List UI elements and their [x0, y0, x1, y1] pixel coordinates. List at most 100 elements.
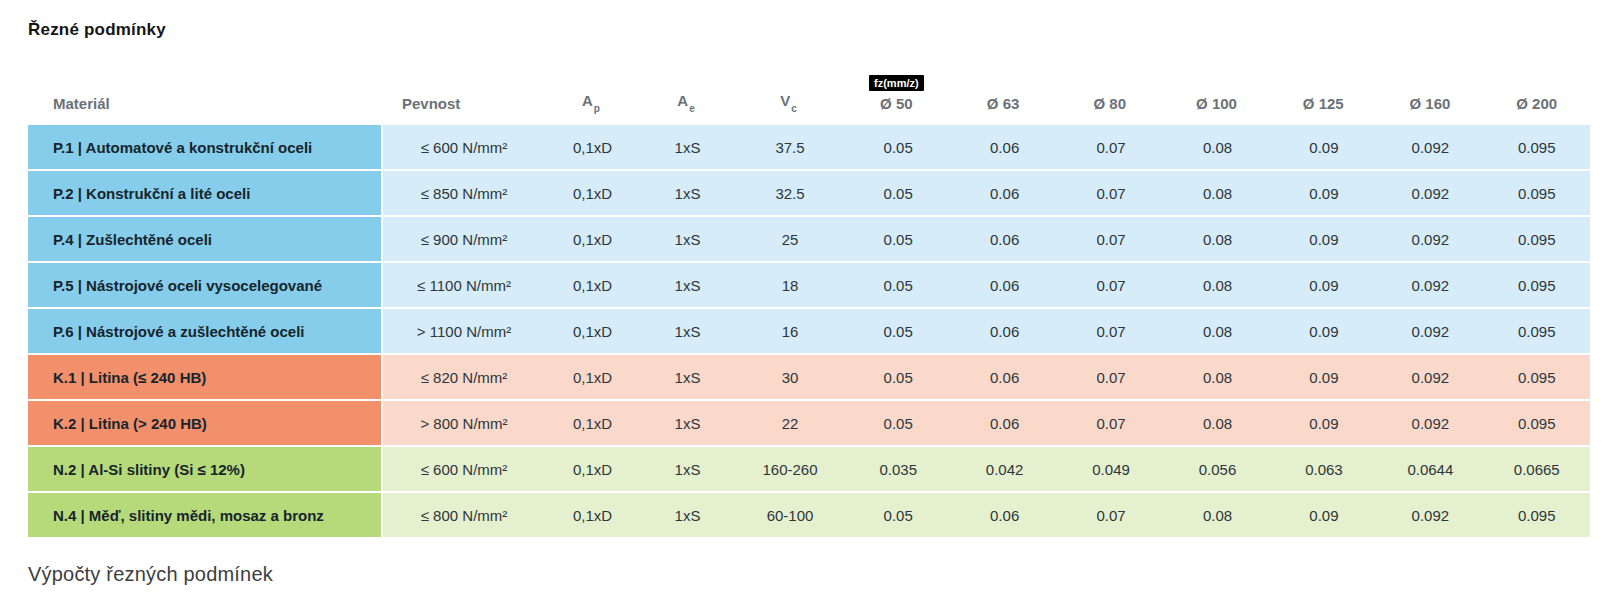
ap-cell: 0,1xD: [545, 125, 640, 169]
ae-cell: 1xS: [640, 401, 735, 445]
fz-cell: 0.095: [1484, 171, 1590, 215]
fz-cell: 0.07: [1058, 355, 1164, 399]
fz-cell: 0.09: [1271, 263, 1377, 307]
fz-cell: 0.09: [1271, 125, 1377, 169]
fz-cell: 0.0644: [1377, 447, 1483, 491]
ap-label: Ap: [582, 92, 599, 112]
fz-cell: 0.05: [845, 355, 951, 399]
vc-cell: 22: [735, 401, 845, 445]
ae-cell: 1xS: [640, 493, 735, 537]
ap-cell: 0,1xD: [545, 263, 640, 307]
fz-cell: 0.0665: [1484, 447, 1590, 491]
fz-cell: 0.092: [1377, 263, 1483, 307]
vc-cell: 32.5: [735, 171, 845, 215]
ae-cell: 1xS: [640, 171, 735, 215]
fz-cell: 0.08: [1164, 493, 1270, 537]
fz-cell: 0.06: [951, 263, 1057, 307]
pevnost-cell: > 1100 N/mm²: [383, 309, 545, 353]
column-header-diameter-6: Ø 200: [1483, 75, 1590, 112]
vc-cell: 160-260: [735, 447, 845, 491]
fz-cell: 0.07: [1058, 401, 1164, 445]
row-values: ≤ 900 N/mm² 0,1xD 1xS 25 0.05 0.06 0.07 …: [383, 217, 1590, 261]
fz-cell: 0.06: [951, 355, 1057, 399]
material-cell: K.2 | Litina (> 240 HB): [28, 401, 381, 445]
ap-cell: 0,1xD: [545, 493, 640, 537]
ae-cell: 1xS: [640, 355, 735, 399]
column-header-pevnost: Pevnost: [381, 95, 543, 112]
ap-cell: 0,1xD: [545, 447, 640, 491]
ae-cell: 1xS: [640, 217, 735, 261]
page-title: Řezné podmínky: [28, 20, 1615, 40]
ap-cell: 0,1xD: [545, 171, 640, 215]
row-values: ≤ 600 N/mm² 0,1xD 1xS 160-260 0.035 0.04…: [383, 447, 1590, 491]
table-row: P.4 | Zušlechtěné oceli ≤ 900 N/mm² 0,1x…: [28, 217, 1590, 261]
fz-cell: 0.09: [1271, 401, 1377, 445]
fz-cell: 0.092: [1377, 493, 1483, 537]
material-cell: P.2 | Konstrukční a lité oceli: [28, 171, 381, 215]
vc-cell: 25: [735, 217, 845, 261]
fz-cell: 0.06: [951, 171, 1057, 215]
ap-cell: 0,1xD: [545, 355, 640, 399]
row-values: ≤ 820 N/mm² 0,1xD 1xS 30 0.05 0.06 0.07 …: [383, 355, 1590, 399]
vc-cell: 60-100: [735, 493, 845, 537]
fz-cell: 0.07: [1058, 309, 1164, 353]
fz-cell: 0.06: [951, 401, 1057, 445]
table-row: P.5 | Nástrojové oceli vysocelegované ≤ …: [28, 263, 1590, 307]
fz-cell: 0.08: [1164, 125, 1270, 169]
fz-cell: 0.06: [951, 217, 1057, 261]
column-header-diameter-2: Ø 80: [1056, 75, 1163, 112]
ap-cell: 0,1xD: [545, 217, 640, 261]
diameter-header-label: Ø 125: [1303, 95, 1344, 112]
fz-cell: 0.042: [951, 447, 1057, 491]
table-row: P.1 | Automatové a konstrukční oceli ≤ 6…: [28, 125, 1590, 169]
column-header-diameter-5: Ø 160: [1377, 75, 1484, 112]
pevnost-cell: ≤ 820 N/mm²: [383, 355, 545, 399]
vc-cell: 16: [735, 309, 845, 353]
fz-cell: 0.092: [1377, 401, 1483, 445]
table-row: N.4 | Měď, slitiny mědi, mosaz a bronz ≤…: [28, 493, 1590, 537]
fz-cell: 0.08: [1164, 309, 1270, 353]
fz-cell: 0.07: [1058, 263, 1164, 307]
material-cell: N.4 | Měď, slitiny mědi, mosaz a bronz: [28, 493, 381, 537]
fz-cell: 0.05: [845, 493, 951, 537]
material-cell: P.4 | Zušlechtěné oceli: [28, 217, 381, 261]
fz-unit-badge: fz(mm/z): [869, 75, 924, 91]
table-header-row: Materiál Pevnost Ap Ae Vc fz(mm/z)Ø 50Ø …: [28, 60, 1590, 112]
fz-cell: 0.095: [1484, 309, 1590, 353]
fz-cell: 0.05: [845, 401, 951, 445]
column-header-vc: Vc: [733, 92, 843, 112]
pevnost-cell: ≤ 800 N/mm²: [383, 493, 545, 537]
cutting-conditions-table: Materiál Pevnost Ap Ae Vc fz(mm/z)Ø 50Ø …: [28, 60, 1590, 537]
fz-cell: 0.095: [1484, 401, 1590, 445]
vc-cell: 37.5: [735, 125, 845, 169]
fz-cell: 0.08: [1164, 171, 1270, 215]
ap-cell: 0,1xD: [545, 309, 640, 353]
fz-cell: 0.05: [845, 171, 951, 215]
page: Řezné podmínky Materiál Pevnost Ap Ae Vc…: [0, 0, 1615, 586]
fz-cell: 0.05: [845, 263, 951, 307]
table-row: P.2 | Konstrukční a lité oceli ≤ 850 N/m…: [28, 171, 1590, 215]
fz-cell: 0.056: [1164, 447, 1270, 491]
fz-cell: 0.08: [1164, 355, 1270, 399]
ae-cell: 1xS: [640, 447, 735, 491]
vc-cell: 18: [735, 263, 845, 307]
fz-cell: 0.07: [1058, 171, 1164, 215]
ap-cell: 0,1xD: [545, 401, 640, 445]
diameter-header-label: Ø 200: [1516, 95, 1557, 112]
pevnost-cell: ≤ 600 N/mm²: [383, 125, 545, 169]
material-cell: K.1 | Litina (≤ 240 HB): [28, 355, 381, 399]
material-cell: P.6 | Nástrojové a zušlechtěné oceli: [28, 309, 381, 353]
column-header-diameter-4: Ø 125: [1270, 75, 1377, 112]
ae-label: Ae: [677, 92, 693, 112]
row-values: ≤ 1100 N/mm² 0,1xD 1xS 18 0.05 0.06 0.07…: [383, 263, 1590, 307]
fz-cell: 0.09: [1271, 309, 1377, 353]
fz-cell: 0.092: [1377, 309, 1483, 353]
fz-cell: 0.05: [845, 125, 951, 169]
fz-cell: 0.06: [951, 309, 1057, 353]
ae-cell: 1xS: [640, 125, 735, 169]
fz-cell: 0.063: [1271, 447, 1377, 491]
column-header-ae: Ae: [638, 92, 733, 112]
pevnost-cell: ≤ 600 N/mm²: [383, 447, 545, 491]
column-header-diameter-1: Ø 63: [950, 75, 1057, 112]
row-values: ≤ 800 N/mm² 0,1xD 1xS 60-100 0.05 0.06 0…: [383, 493, 1590, 537]
